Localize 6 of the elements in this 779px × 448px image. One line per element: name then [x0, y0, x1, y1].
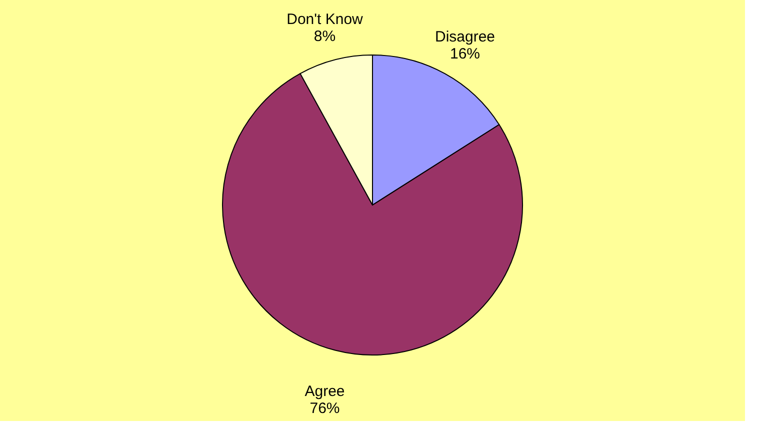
slice-label: Disagree [434, 28, 496, 46]
slice-label: Agree [304, 382, 345, 400]
data-label: 16% [450, 46, 480, 63]
data-label: 76% [310, 400, 340, 417]
data-label: 8% [314, 28, 336, 46]
slice-label: Don't Know [286, 11, 364, 28]
